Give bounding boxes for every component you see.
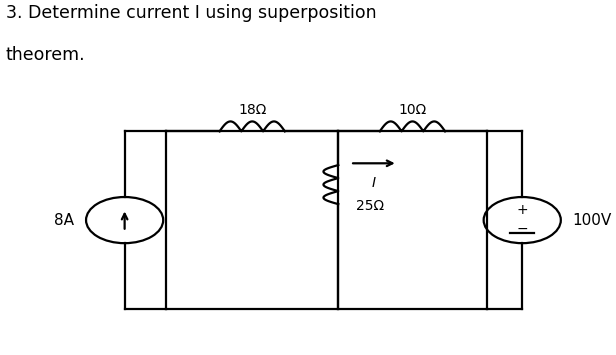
Text: theorem.: theorem. bbox=[6, 46, 86, 64]
Text: I: I bbox=[372, 176, 376, 190]
Text: 3. Determine current I using superposition: 3. Determine current I using superpositi… bbox=[6, 4, 376, 22]
Text: 8A: 8A bbox=[54, 213, 74, 228]
Text: 18Ω: 18Ω bbox=[238, 103, 266, 117]
Text: 25Ω: 25Ω bbox=[356, 199, 384, 213]
Text: +: + bbox=[516, 203, 528, 217]
Text: −: − bbox=[516, 222, 528, 236]
Text: 100V: 100V bbox=[573, 213, 612, 228]
Text: 10Ω: 10Ω bbox=[399, 103, 426, 117]
